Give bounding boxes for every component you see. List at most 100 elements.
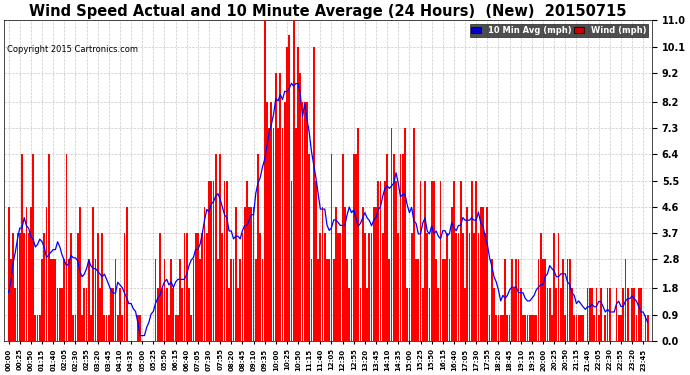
- Bar: [277, 128, 279, 341]
- Bar: [12, 233, 14, 341]
- Bar: [331, 154, 333, 341]
- Bar: [259, 233, 261, 341]
- Bar: [395, 181, 397, 341]
- Bar: [215, 154, 217, 341]
- Bar: [155, 259, 157, 341]
- Bar: [288, 35, 290, 341]
- Bar: [422, 288, 424, 341]
- Bar: [55, 259, 57, 341]
- Bar: [546, 288, 549, 341]
- Bar: [562, 259, 564, 341]
- Bar: [79, 207, 81, 341]
- Bar: [377, 181, 379, 341]
- Bar: [315, 181, 317, 341]
- Bar: [186, 233, 188, 341]
- Bar: [518, 259, 520, 341]
- Bar: [533, 315, 535, 341]
- Bar: [224, 181, 226, 341]
- Bar: [328, 259, 330, 341]
- Bar: [353, 154, 355, 341]
- Bar: [364, 233, 366, 341]
- Bar: [346, 259, 348, 341]
- Bar: [88, 259, 90, 341]
- Bar: [66, 154, 68, 341]
- Bar: [428, 288, 431, 341]
- Bar: [357, 128, 359, 341]
- Bar: [159, 233, 161, 341]
- Bar: [464, 288, 466, 341]
- Bar: [273, 128, 275, 341]
- Bar: [433, 181, 435, 341]
- Bar: [633, 288, 635, 341]
- Bar: [513, 288, 515, 341]
- Bar: [59, 288, 61, 341]
- Bar: [228, 288, 230, 341]
- Bar: [57, 288, 59, 341]
- Bar: [344, 207, 346, 341]
- Bar: [451, 207, 453, 341]
- Bar: [63, 259, 65, 341]
- Bar: [117, 315, 119, 341]
- Bar: [104, 315, 106, 341]
- Bar: [455, 233, 457, 341]
- Bar: [609, 288, 611, 341]
- Bar: [19, 233, 21, 341]
- Bar: [406, 288, 408, 341]
- Bar: [484, 233, 486, 341]
- Bar: [77, 233, 79, 341]
- Bar: [164, 259, 166, 341]
- Bar: [337, 233, 339, 341]
- Bar: [473, 233, 475, 341]
- Bar: [620, 315, 622, 341]
- Bar: [295, 128, 297, 341]
- Bar: [462, 233, 464, 341]
- Bar: [30, 207, 32, 341]
- Bar: [68, 259, 70, 341]
- Bar: [101, 233, 103, 341]
- Bar: [362, 207, 364, 341]
- Bar: [595, 288, 598, 341]
- Bar: [230, 259, 232, 341]
- Bar: [43, 233, 45, 341]
- Bar: [486, 207, 489, 341]
- Legend: 10 Min Avg (mph), Wind (mph): 10 Min Avg (mph), Wind (mph): [470, 24, 648, 37]
- Bar: [322, 207, 324, 341]
- Bar: [553, 233, 555, 341]
- Bar: [268, 128, 270, 341]
- Bar: [355, 154, 357, 341]
- Bar: [417, 259, 420, 341]
- Bar: [393, 154, 395, 341]
- Bar: [119, 288, 121, 341]
- Bar: [426, 233, 428, 341]
- Bar: [569, 259, 571, 341]
- Bar: [253, 207, 255, 341]
- Bar: [375, 207, 377, 341]
- Bar: [542, 259, 544, 341]
- Bar: [571, 288, 573, 341]
- Bar: [593, 315, 595, 341]
- Bar: [181, 288, 183, 341]
- Bar: [538, 259, 540, 341]
- Bar: [489, 315, 491, 341]
- Bar: [237, 288, 239, 341]
- Bar: [529, 315, 531, 341]
- Bar: [535, 315, 538, 341]
- Bar: [217, 259, 219, 341]
- Bar: [97, 233, 99, 341]
- Bar: [386, 154, 388, 341]
- Bar: [351, 259, 353, 341]
- Bar: [257, 154, 259, 341]
- Bar: [339, 233, 342, 341]
- Bar: [644, 315, 647, 341]
- Bar: [244, 207, 246, 341]
- Bar: [197, 233, 199, 341]
- Bar: [368, 233, 371, 341]
- Bar: [566, 259, 569, 341]
- Bar: [10, 259, 12, 341]
- Bar: [582, 315, 584, 341]
- Title: Wind Speed Actual and 10 Minute Average (24 Hours)  (New)  20150715: Wind Speed Actual and 10 Minute Average …: [30, 4, 627, 19]
- Bar: [126, 207, 128, 341]
- Bar: [604, 315, 607, 341]
- Bar: [184, 233, 186, 341]
- Bar: [324, 233, 326, 341]
